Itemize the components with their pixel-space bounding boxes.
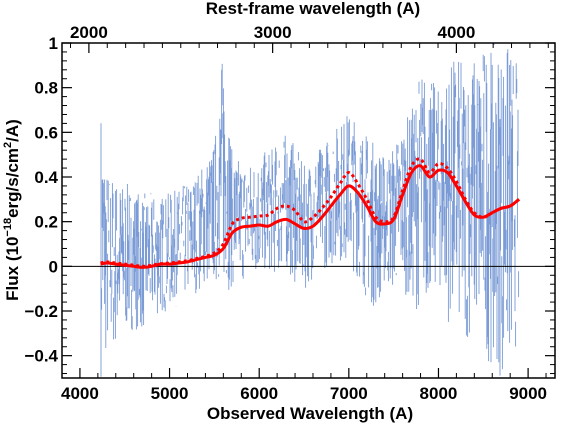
y-tick-label: −0.2 <box>24 302 58 321</box>
x-axis-title: Observed Wavelength (A) <box>207 404 413 423</box>
model-layer <box>100 157 521 269</box>
y-axis-title-exp1: −18 <box>2 218 14 237</box>
top-axis-title: Rest-frame wavelength (A) <box>206 0 420 18</box>
y-tick-label: 0 <box>49 257 58 276</box>
top-tick-label: 4000 <box>437 23 475 42</box>
plot-frame <box>61 42 556 379</box>
y-tick-label: 0.6 <box>34 123 58 142</box>
x-tick-label: 5000 <box>151 384 189 403</box>
y-axis-title-pre: Flux (10 <box>3 237 22 301</box>
y-tick-label: 0.2 <box>34 213 58 232</box>
y-axis-title-mid: erg/s/cm <box>3 148 22 218</box>
x-tick-label: 6000 <box>240 384 278 403</box>
y-axis-title-post: /A) <box>3 119 22 142</box>
y-axis-title-exp2: 2 <box>2 142 14 148</box>
y-tick-label: 0.8 <box>34 79 58 98</box>
spectrum-layer <box>100 43 520 377</box>
x-tick-label: 9000 <box>509 384 547 403</box>
top-tick-label: 3000 <box>254 23 292 42</box>
y-axis-title: Flux (10−18erg/s/cm2/A) <box>2 119 22 301</box>
x-tick-label: 8000 <box>420 384 458 403</box>
spectrum-band <box>100 43 520 377</box>
x-tick-label: 7000 <box>330 384 368 403</box>
y-tick-label: −0.4 <box>24 347 58 366</box>
x-tick-label: 4000 <box>61 384 99 403</box>
y-tick-label: 0.4 <box>34 168 58 187</box>
y-tick-label: 1 <box>49 34 58 53</box>
model-solid-line <box>100 164 521 269</box>
top-tick-label: 2000 <box>70 23 108 42</box>
